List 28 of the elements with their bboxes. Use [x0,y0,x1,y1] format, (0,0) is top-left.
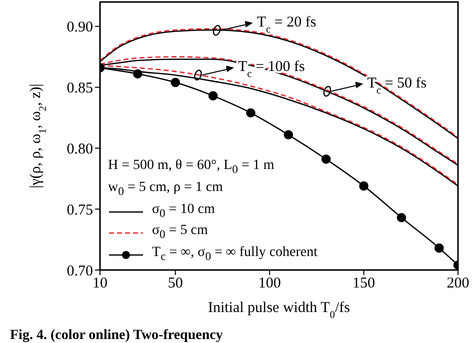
x-tick-label: 100 [258,276,281,292]
annotation: H = 500 m, θ = 60°, L$_{0}$ = 1 m [108,158,274,176]
point [434,243,444,253]
y-tick-label: 0.80 [66,142,93,158]
point [208,91,218,100]
y-tick-label: 0.75 [66,202,93,218]
x-tick-label: 150 [352,276,376,292]
annotation: w$_{0}$ = 5 cm, ρ = 1 cm [108,180,223,198]
point [284,130,294,140]
legend-label: T$_{c}$ = ∞, σ$_{0}$ = ∞ fully coherent [152,244,318,265]
point [359,181,368,191]
point [396,212,406,222]
x-tick-label: 10 [92,276,108,292]
point [170,78,180,88]
point [133,69,142,79]
annotation: T$_{c}$ = 20 fs [256,14,316,35]
point [321,154,331,164]
point [246,108,256,118]
y-tick-label: 0.90 [66,20,93,36]
x-axis-title: Initial pulse width T$_{0}$/fs [208,300,350,320]
y-tick-label: 0.85 [66,80,93,97]
caption: Fig. 4. (color online) Two-frequency [10,328,223,343]
x-tick-label: 200 [446,276,470,292]
point [323,86,332,97]
y-tick-label: 0.70 [66,263,93,280]
legend-label: σ$_{0}$ = 5 cm [152,222,208,244]
x-tick-label: 50 [168,276,183,292]
legend-label: σ$_{0}$ = 10 cm [152,200,215,222]
